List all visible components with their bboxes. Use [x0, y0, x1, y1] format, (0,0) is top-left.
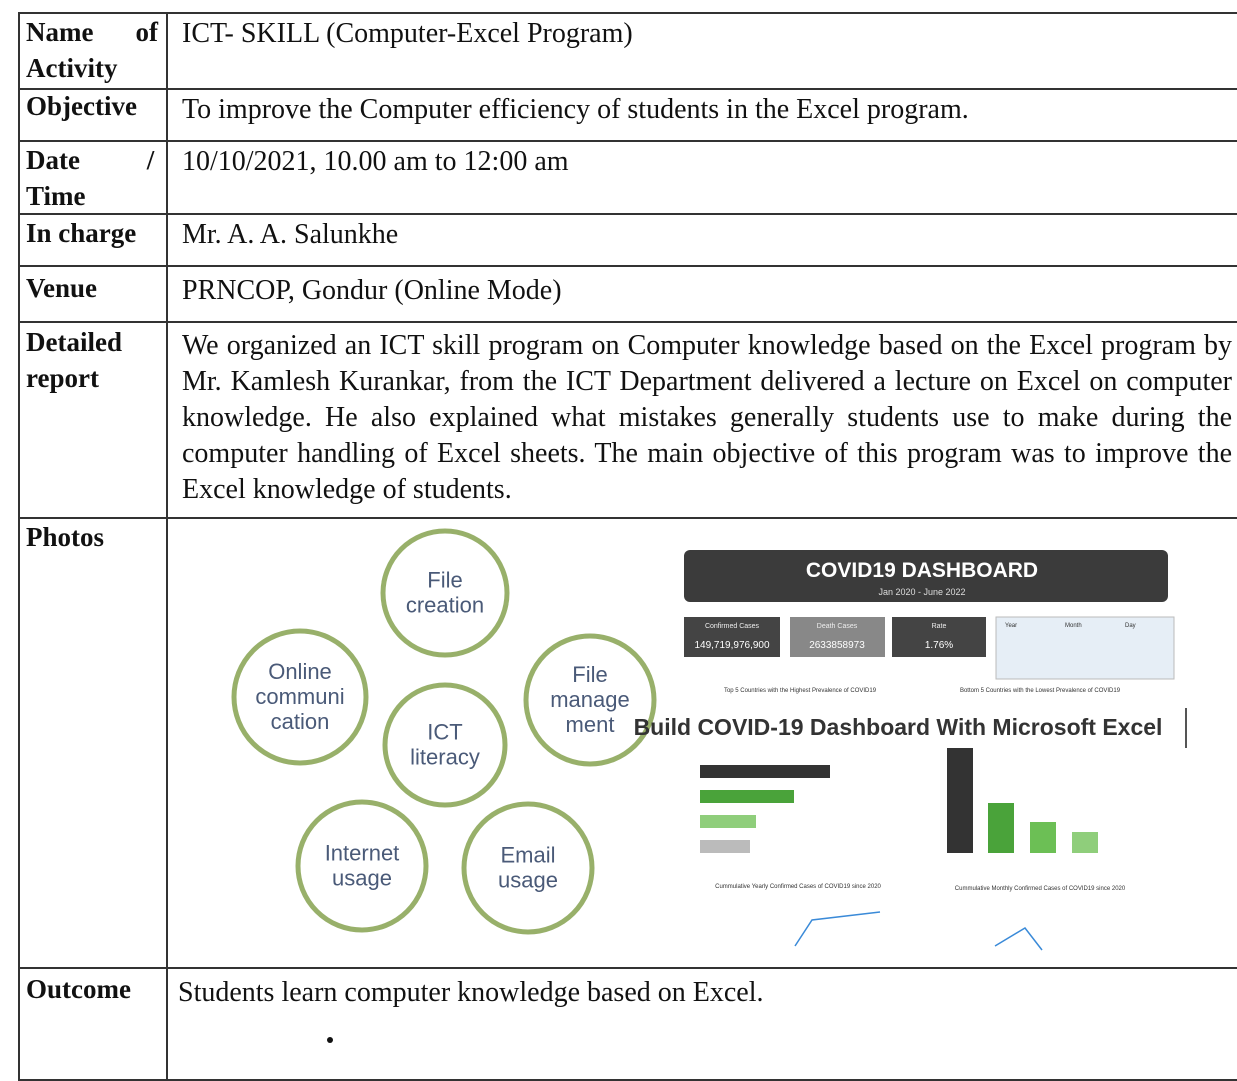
row-label: In charge — [26, 218, 137, 248]
node-circle — [382, 682, 508, 808]
bar-shape — [700, 840, 750, 853]
bar-shape — [700, 765, 830, 778]
dashboard-header — [684, 550, 1168, 602]
kpi-value: 149,719,976,900 — [694, 640, 770, 651]
row-value: 10/10/2021, 10.00 am to 12:00 am — [182, 146, 569, 177]
row-label: Objective — [26, 91, 137, 121]
kpi-box — [684, 617, 780, 657]
chart-title: Cummulative Yearly Confirmed Cases of CO… — [715, 884, 881, 890]
node-circle — [380, 528, 510, 658]
chart-title: Bottom 5 Countries with the Lowest Preva… — [960, 688, 1121, 694]
dot — [327, 1037, 333, 1043]
dashboard-caption: Build COVID-19 Dashboard With Microsoft … — [634, 714, 1163, 740]
rule — [18, 12, 1237, 14]
row-label: Detailed report — [26, 327, 122, 393]
rule — [18, 140, 1237, 142]
kpi-value: 2633858973 — [809, 640, 865, 651]
node-label: Internet usage — [325, 841, 400, 891]
node-label: Email usage — [498, 843, 558, 893]
kpi-label: Death Cases — [817, 623, 858, 630]
bar-shape — [700, 790, 794, 803]
chart-title: Cummulative Monthly Confirmed Cases of C… — [955, 886, 1126, 892]
node-circle — [523, 633, 657, 767]
dashboard-screenshot: COVID19 DASHBOARD Jan 2020 - June 2022 B… — [634, 550, 1187, 951]
bar-shape — [700, 815, 756, 828]
row-value: Students learn computer knowledge based … — [178, 977, 764, 1008]
rule — [166, 12, 168, 1081]
kpi-box — [790, 617, 885, 657]
node-circle — [231, 628, 369, 766]
row-value: We organized an ICT skill program on Com… — [182, 330, 1232, 505]
rule — [18, 967, 1237, 969]
bar-shape — [947, 748, 973, 853]
node-label: ICT literacy — [410, 720, 480, 770]
rule — [18, 517, 1237, 519]
node-label: File creation — [406, 568, 484, 618]
filter-label: Month — [1065, 623, 1082, 629]
row-value: To improve the Computer efficiency of st… — [182, 94, 969, 125]
filter-label: Day — [1125, 623, 1136, 629]
kpi-value: 1.76% — [925, 640, 953, 651]
row-value: PRNCOP, Gondur (Online Mode) — [182, 275, 562, 306]
rule — [18, 1079, 1237, 1081]
kpi-label: Confirmed Cases — [705, 623, 760, 630]
rule — [18, 321, 1237, 323]
row-label: Photos — [26, 522, 105, 552]
line-shape — [994, 927, 1043, 951]
filter-panel — [995, 616, 1175, 680]
dashboard-subtitle: Jan 2020 - June 2022 — [878, 587, 965, 597]
dashboard-title: COVID19 DASHBOARD — [806, 559, 1038, 582]
bar-shape — [1030, 822, 1056, 853]
rule — [18, 12, 20, 1081]
row-label: Date / Time — [26, 145, 155, 211]
bar-shape — [988, 803, 1014, 853]
row-label: Venue — [26, 273, 98, 303]
row-label: Outcome — [26, 974, 131, 1004]
rule — [18, 213, 1237, 215]
node-label: File manage ment — [550, 662, 630, 737]
rule — [18, 88, 1237, 90]
row-value: Mr. A. A. Salunkhe — [182, 219, 399, 250]
filter-label: Year — [1005, 623, 1017, 629]
kpi-label: Rate — [932, 623, 947, 630]
row-label: Name of Activity — [26, 17, 158, 83]
ict-diagram — [231, 528, 657, 935]
kpi-box — [892, 617, 986, 657]
rule — [18, 265, 1237, 267]
node-circle — [461, 801, 595, 935]
chart-title: Top 5 Countries with the Highest Prevale… — [724, 688, 877, 694]
ict-diagram-labels: File creation Online communi cation ICT litera… — [255, 568, 629, 893]
node-circle — [295, 799, 429, 933]
line-shape — [794, 911, 881, 947]
node-label: Online communi cation — [255, 659, 344, 734]
bar-shape — [1072, 832, 1098, 853]
row-value: ICT- SKILL (Computer-Excel Program) — [182, 18, 633, 49]
